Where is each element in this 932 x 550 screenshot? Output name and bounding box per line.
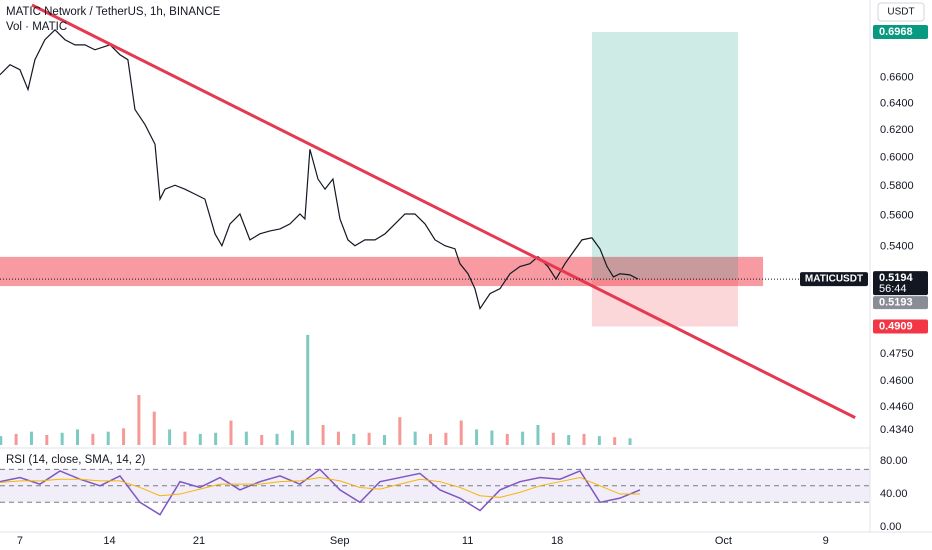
volume-bar — [244, 431, 248, 445]
currency-label[interactable]: USDT — [887, 7, 914, 18]
rsi-tick-label: 80.00 — [880, 455, 908, 467]
y-tick-label: 0.4340 — [880, 424, 914, 436]
y-tick-label: 0.6400 — [880, 97, 914, 109]
target-label: 0.6968 — [879, 26, 913, 38]
volume-bar — [137, 394, 141, 445]
price-line — [0, 28, 639, 311]
volume-bar — [444, 432, 448, 445]
y-tick-label: 0.6000 — [880, 152, 914, 164]
volume-bar — [582, 433, 586, 445]
x-tick-label: 18 — [551, 535, 563, 547]
y-tick-label: 0.5600 — [880, 210, 914, 222]
chart-title: MATIC Network / TetherUS, 1h, BINANCE — [6, 6, 221, 18]
stop-label: 0.4909 — [879, 320, 913, 332]
volume-bar — [29, 431, 33, 445]
y-tick-label: 0.6200 — [880, 124, 914, 136]
currency-box[interactable] — [877, 2, 925, 22]
rsi-line — [0, 477, 641, 498]
volume-bar — [183, 431, 187, 445]
marker-box — [873, 296, 928, 310]
volume-bar — [505, 433, 509, 445]
volume-bar — [536, 424, 540, 445]
y-tick-label: 0.5400 — [880, 240, 914, 252]
overlay-layer: MATIC Network / TetherUS, 1h, BINANCE Vo… — [6, 6, 221, 466]
last-price-label: 0.5194 — [879, 272, 914, 284]
volume-bar — [367, 432, 371, 445]
volume-bar — [567, 434, 571, 445]
trendline — [31, 3, 856, 419]
x-tick-label: Sep — [330, 535, 350, 547]
volume-bar — [152, 411, 156, 445]
volume-bar — [91, 433, 95, 445]
volume-bar — [60, 432, 64, 445]
volume-bar — [413, 431, 417, 445]
volume-bar — [551, 432, 555, 445]
symbol-box — [800, 272, 868, 287]
rsi-tick-label: 40.00 — [880, 488, 908, 500]
volume-bar — [45, 434, 49, 445]
y-tick-label: 0.4460 — [880, 401, 914, 413]
rsi-tick-label: 0.00 — [880, 521, 901, 533]
volume-bar — [14, 433, 18, 445]
volume-bar — [475, 429, 479, 445]
volume-bar — [613, 437, 617, 445]
volume-bar — [0, 436, 3, 445]
symbol-label: MATICUSDT — [805, 274, 863, 285]
y-tick-label: 0.5800 — [880, 180, 914, 192]
volume-bar — [275, 433, 279, 445]
x-tick-label: 7 — [17, 535, 23, 547]
volume-label: Vol · MATIC — [6, 21, 67, 33]
volume-bar — [260, 434, 264, 445]
volume-bar — [398, 417, 402, 445]
x-tick-label: 9 — [823, 535, 829, 547]
volume-bar — [290, 430, 294, 445]
x-tick-label: 11 — [462, 535, 473, 547]
position-stop — [591, 279, 739, 327]
position-target — [591, 31, 739, 280]
volume-bar — [382, 434, 386, 445]
x-tick-label: Oct — [715, 535, 732, 547]
marker-label: 0.5193 — [879, 296, 913, 308]
volume-bar — [122, 428, 126, 445]
y-tick-label: 0.4600 — [880, 375, 914, 387]
volume-bar — [198, 433, 202, 445]
volume-bar — [459, 420, 463, 445]
x-tick-label: 21 — [193, 535, 205, 547]
volume-bar — [76, 429, 80, 445]
volume-bar — [306, 334, 310, 445]
rsi-title: RSI (14, close, SMA, 14, 2) — [6, 454, 146, 466]
target-box — [873, 24, 928, 39]
volume-bar — [429, 433, 433, 445]
rsi-line — [0, 468, 641, 516]
volume-bar — [352, 433, 356, 445]
countdown-label: 56:44 — [879, 283, 907, 295]
price-axis: USDT 0.6600 0.6400 0.6200 0.6000 0.5800 0.560… — [17, 0, 932, 547]
volume-bar — [336, 431, 340, 445]
plot-layer — [0, 3, 870, 516]
volume-bar — [597, 436, 601, 445]
last-price-box — [873, 271, 928, 296]
axis-background — [870, 0, 932, 532]
volume-bar — [168, 429, 172, 445]
volume-bar — [490, 430, 494, 445]
volume-bar — [106, 431, 110, 445]
y-tick-label: 0.4750 — [880, 348, 914, 360]
y-tick-label: 0.6600 — [880, 72, 914, 84]
volume-bar — [214, 432, 218, 445]
volume-bar — [321, 424, 325, 445]
stop-box — [873, 319, 928, 334]
volume-bar — [521, 431, 525, 445]
volume-bar — [628, 438, 632, 445]
support-zone — [0, 256, 764, 287]
volume-bar — [229, 420, 233, 445]
x-tick-label: 14 — [103, 535, 115, 547]
